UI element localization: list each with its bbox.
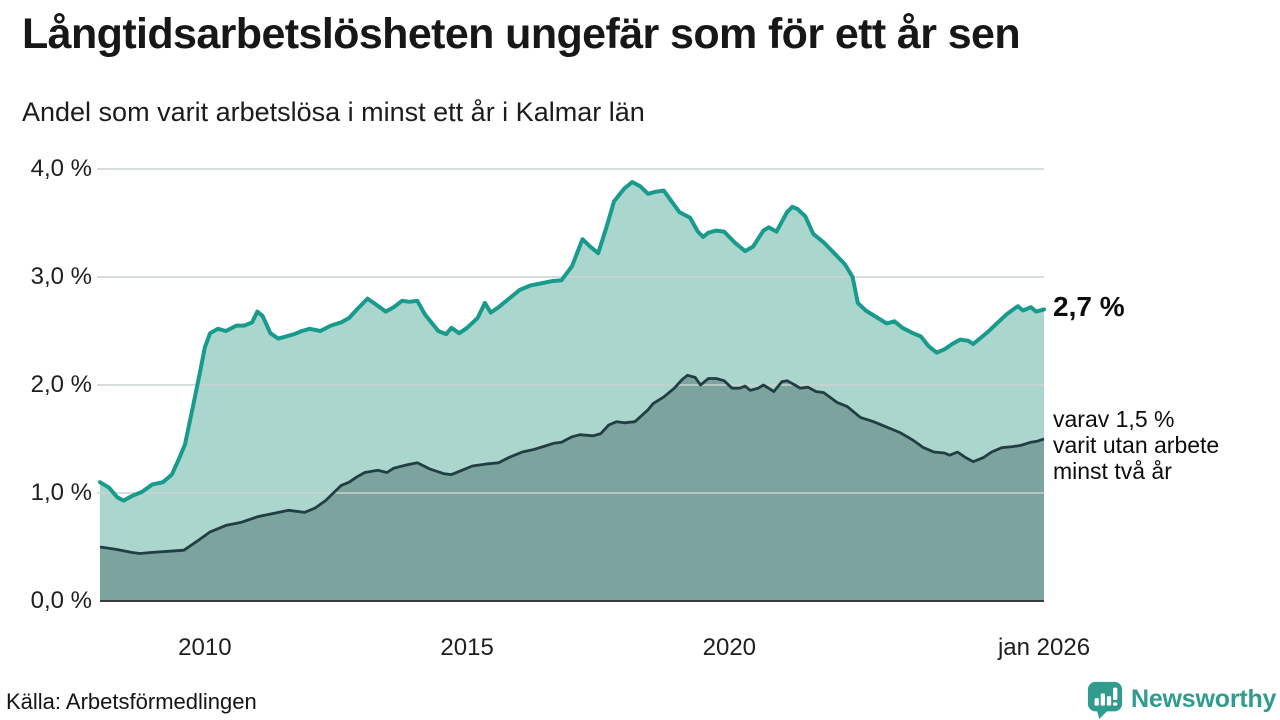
annotation-latest-total: 2,7 % bbox=[1053, 291, 1125, 323]
x-axis-label: jan 2026 bbox=[997, 634, 1091, 661]
brand-logo: Newsworthy bbox=[1086, 680, 1276, 719]
source-note: Källa: Arbetsförmedlingen bbox=[6, 689, 257, 714]
area-fill-two-year bbox=[100, 375, 1044, 601]
annotation-two-year-line: varit utan arbete bbox=[1053, 432, 1220, 458]
y-axis-label: 0,0 % bbox=[30, 587, 92, 614]
y-axis-label: 3,0 % bbox=[30, 263, 92, 290]
x-axis-label: 2015 bbox=[440, 634, 494, 661]
line-total bbox=[98, 180, 1046, 503]
x-axis-label: 2010 bbox=[178, 634, 232, 661]
x-axis-label: 2020 bbox=[702, 634, 757, 661]
newsworthy-icon bbox=[1087, 681, 1123, 719]
brand-name: Newsworthy bbox=[1131, 685, 1277, 713]
annotation-two-year-line: minst två år bbox=[1053, 458, 1172, 484]
annotation-two-year: varav 1,5 % varit utan arbete minst två år bbox=[1053, 406, 1219, 484]
line-two-year bbox=[99, 373, 1045, 555]
y-axis-label: 4,0 % bbox=[30, 155, 92, 182]
page-title: Långtidsarbetslösheten ungefär som för e… bbox=[22, 10, 1021, 58]
y-axis-label: 2,0 % bbox=[30, 371, 92, 398]
annotation-two-year-line: varav 1,5 % bbox=[1053, 406, 1175, 432]
page-subtitle: Andel som varit arbetslösa i minst ett å… bbox=[22, 97, 645, 127]
y-axis-label: 1,0 % bbox=[30, 479, 92, 506]
